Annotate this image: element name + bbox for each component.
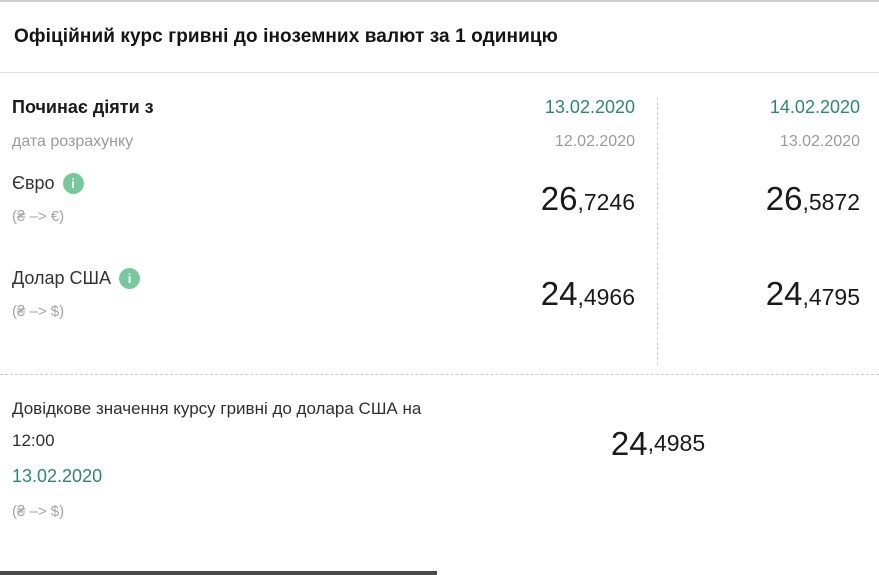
rate-int: 26 — [540, 179, 578, 217]
effective-date-1: 13.02.2020 — [544, 97, 635, 117]
page-title: Офіційний курс гривні до іноземних валют… — [14, 26, 558, 47]
title-bar: Офіційний курс гривні до іноземних валют… — [0, 2, 879, 73]
rate-int: 24 — [610, 424, 648, 462]
calc-date-2: 13.02.2020 — [779, 133, 860, 150]
table-row-usd: Долар США i (₴ –> $) 24,4966 24,4795 — [0, 246, 879, 341]
currency-pair-eur: (₴ –> €) — [12, 207, 65, 225]
reference-value: 24,4985 — [432, 393, 860, 520]
rate-value-usd-1: 24,4966 — [438, 275, 635, 313]
effective-from-label: Починає діяти з — [12, 97, 154, 117]
info-icon[interactable]: i — [62, 172, 84, 194]
currency-label-eur: Євро i (₴ –> €) — [12, 172, 438, 225]
currency-name-row: Євро i — [12, 172, 438, 194]
reference-section: Довідкове значення курсу гривні до долар… — [0, 375, 879, 520]
date-column-1: 13.02.2020 12.02.2020 — [438, 97, 635, 151]
rate-frac: ,7246 — [577, 188, 635, 215]
header-label-block: Починає діяти з дата розрахунку — [12, 97, 438, 151]
reference-date: 13.02.2020 — [12, 466, 103, 486]
rate-value-usd-2: 24,4795 — [660, 275, 860, 313]
currency-pair-usd: (₴ –> $) — [12, 302, 65, 320]
rate-int: 26 — [765, 179, 803, 217]
calc-date-1: 12.02.2020 — [554, 133, 635, 150]
rate-frac: ,4795 — [802, 283, 860, 310]
effective-date-2: 14.02.2020 — [769, 97, 860, 117]
currency-name-usd: Долар США — [12, 267, 112, 288]
rate-value-eur-1: 26,7246 — [438, 180, 635, 218]
info-icon[interactable]: i — [119, 267, 141, 289]
column-divider — [657, 97, 658, 365]
calc-date-label: дата розрахунку — [12, 133, 134, 150]
currency-name-row: Долар США i — [12, 267, 438, 289]
reference-label: Довідкове значення курсу гривні до долар… — [12, 399, 422, 450]
rate-int: 24 — [765, 274, 803, 312]
rate-value-eur-2: 26,5872 — [660, 180, 860, 218]
horizontal-scrollbar-thumb[interactable] — [0, 571, 437, 575]
rate-frac: ,5872 — [802, 188, 860, 215]
reference-pair: (₴ –> $) — [12, 503, 65, 520]
rate-int: 24 — [540, 274, 578, 312]
currency-name-eur: Євро — [12, 172, 55, 193]
rate-frac: ,4966 — [577, 283, 635, 310]
rate-frac: ,4985 — [647, 430, 706, 456]
table-header: Починає діяти з дата розрахунку 13.02.20… — [0, 73, 879, 151]
section-divider — [0, 374, 879, 375]
date-column-2: 14.02.2020 13.02.2020 — [660, 97, 860, 151]
currency-label-usd: Долар США i (₴ –> $) — [12, 267, 438, 320]
table-row-eur: Євро i (₴ –> €) 26,7246 26,5872 — [0, 151, 879, 246]
reference-label-block: Довідкове значення курсу гривні до долар… — [12, 393, 432, 520]
